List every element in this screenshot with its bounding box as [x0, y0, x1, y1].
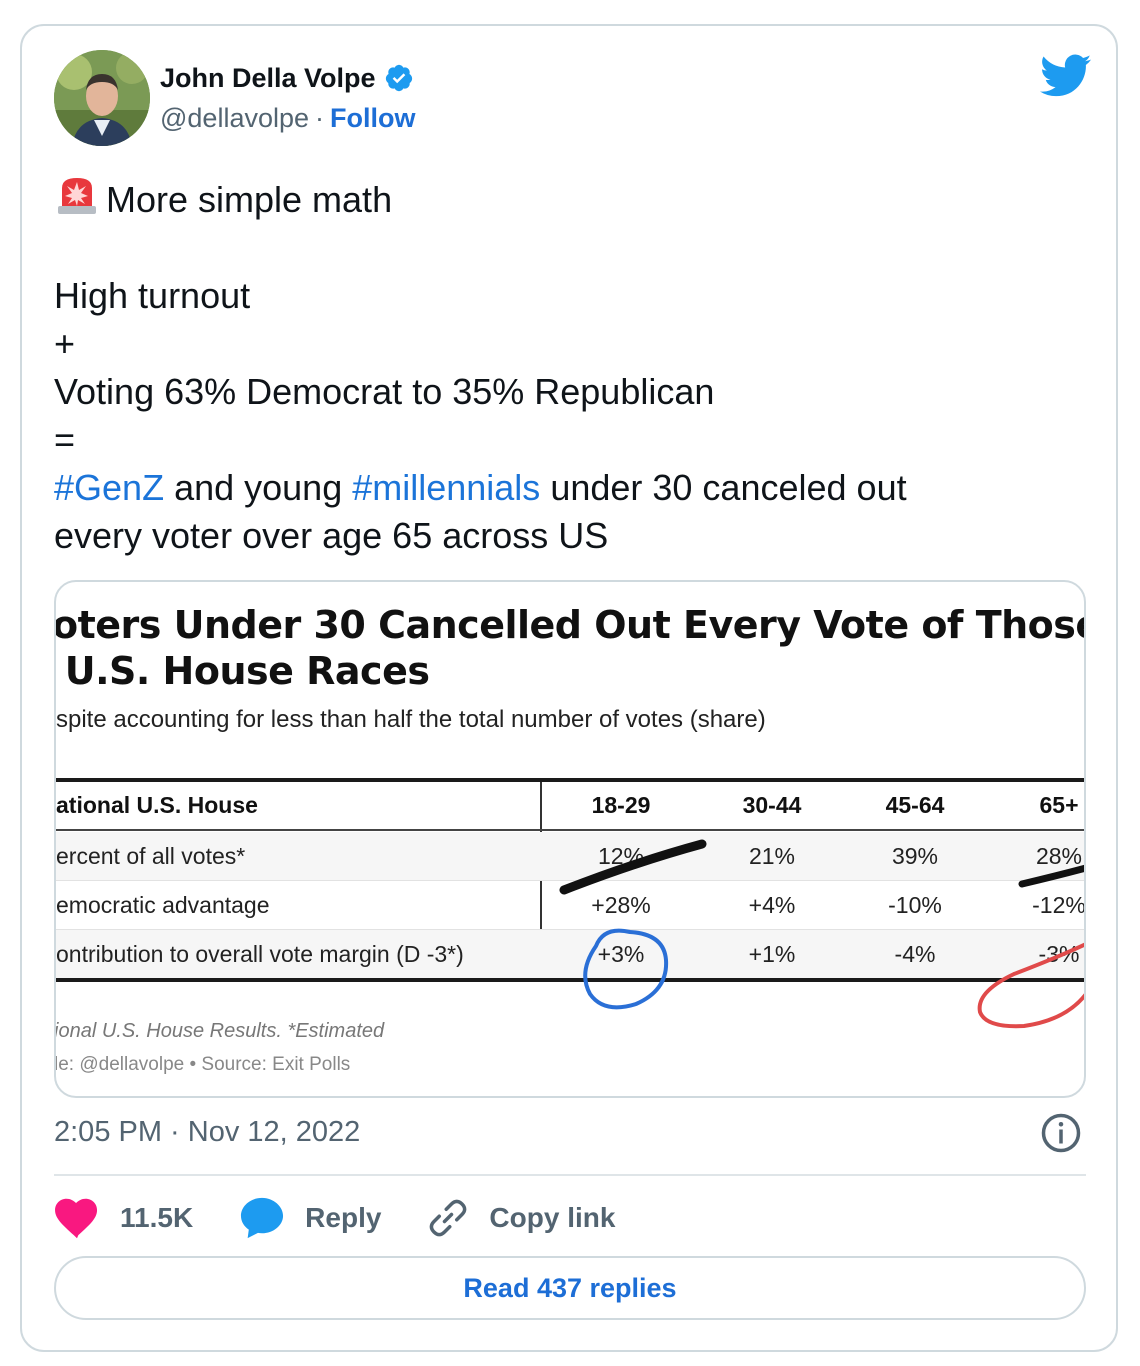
reply-button[interactable]: Reply [239, 1196, 381, 1240]
tweet-card: John Della Volpe @dellavolpe · Follow Mo… [20, 24, 1118, 1352]
author-handle[interactable]: @dellavolpe [160, 102, 310, 133]
table-bottom-rule [56, 978, 1084, 982]
author-block: John Della Volpe @dellavolpe · Follow [160, 60, 416, 136]
table-cell: 12% [597, 842, 645, 869]
table-header-cell: 45-64 [885, 792, 945, 818]
table-cell: -3% [1038, 941, 1080, 967]
table-cell: -10% [888, 891, 942, 918]
divider [54, 1174, 1086, 1176]
table-cell: 28% [1035, 842, 1083, 869]
media-title: oters Under 30 Cancelled Out Every Vote … [54, 602, 1084, 694]
tweet-line-1-text: More simple math [106, 179, 393, 220]
media-source: le: @dellavolpe • Source: Exit Polls [54, 1054, 351, 1075]
hashtag-millennials-link[interactable]: #millennials [352, 467, 541, 508]
like-count: 11.5K [120, 1202, 194, 1233]
table-row-label: ontribution to overall vote margin (D -3… [56, 941, 464, 967]
follow-button[interactable]: Follow [330, 102, 416, 133]
siren-icon [58, 178, 96, 214]
tweet-line-2: High turnout [54, 275, 251, 316]
separator-dot: · [315, 102, 325, 133]
reply-label: Reply [305, 1202, 382, 1233]
info-icon[interactable] [1040, 1112, 1082, 1154]
table-header-cell: 18-29 [591, 792, 651, 818]
table-header-label: ational U.S. House [56, 792, 258, 818]
author-name[interactable]: John Della Volpe [160, 62, 376, 93]
media-subtitle: spite accounting for less than half the … [56, 706, 766, 733]
verified-badge-icon [385, 64, 412, 92]
read-replies-button[interactable]: Read 437 replies [54, 1256, 1086, 1320]
table-cell: +4% [748, 891, 796, 918]
heart-icon [55, 1198, 98, 1239]
hashtag-genz-link[interactable]: #GenZ [54, 467, 165, 508]
table-cell: +28% [591, 891, 651, 918]
tweet-blank-line [54, 224, 1074, 272]
table-header-row: ational U.S. House 18-29 30-44 45-64 65+ [56, 782, 1084, 831]
table-row: ercent of all votes* 12% 21% 39% 28% [56, 832, 1084, 881]
media-title-line-1: oters Under 30 Cancelled Out Every Vote … [54, 603, 1084, 647]
tweet-line-3: + [54, 323, 76, 364]
tweet-line-6: #GenZ and young #millennials under 30 ca… [54, 464, 1074, 512]
table-header-cell: 65+ [1039, 792, 1079, 818]
reply-bubble-icon [241, 1197, 284, 1239]
table-cell: 39% [891, 842, 939, 869]
table-row: ontribution to overall vote margin (D -3… [56, 930, 1084, 979]
media-image[interactable]: oters Under 30 Cancelled Out Every Vote … [54, 580, 1086, 1098]
table-cell: -12% [1032, 891, 1086, 918]
table-row-label: ercent of all votes* [56, 842, 246, 869]
tweet-line-5: = [54, 419, 76, 460]
media-title-line-2: U.S. House Races [54, 649, 430, 693]
tweet-line-7: every voter over age 65 across US [54, 515, 609, 556]
media-footnote: ional U.S. House Results. *Estimated [54, 1020, 385, 1042]
table-row-label: emocratic advantage [56, 891, 270, 918]
twitter-bird-icon[interactable] [1040, 54, 1092, 98]
avatar[interactable] [54, 50, 150, 146]
table-cell: 21% [748, 842, 796, 869]
table-cell: -4% [894, 941, 936, 967]
table-cell: +1% [748, 941, 796, 967]
tweet-timestamp[interactable]: 2:05 PM · Nov 12, 2022 [54, 1116, 361, 1148]
copy-link-button[interactable]: Copy link [427, 1197, 615, 1239]
copy-link-label: Copy link [489, 1202, 616, 1233]
media-image-content: oters Under 30 Cancelled Out Every Vote … [56, 582, 1084, 1096]
tweet-text: More simple math High turnout + Voting 6… [54, 174, 1074, 560]
table-top-rule [56, 778, 1084, 782]
link-icon [430, 1199, 467, 1237]
tweet-line-4: Voting 63% Democrat to 35% Republican [54, 371, 715, 412]
like-button[interactable]: 11.5K [54, 1197, 193, 1239]
action-bar: 11.5K Reply Copy link [54, 1190, 661, 1246]
tweet-text-segment: and young [164, 467, 353, 508]
tweet-line-1: More simple math [54, 174, 1074, 224]
tweet-text-segment: under 30 canceled out [540, 467, 907, 508]
table-cell: +3% [597, 941, 645, 967]
table-row: emocratic advantage +28% +4% -10% -12% [56, 881, 1086, 930]
table-header-cell: 30-44 [742, 792, 802, 818]
